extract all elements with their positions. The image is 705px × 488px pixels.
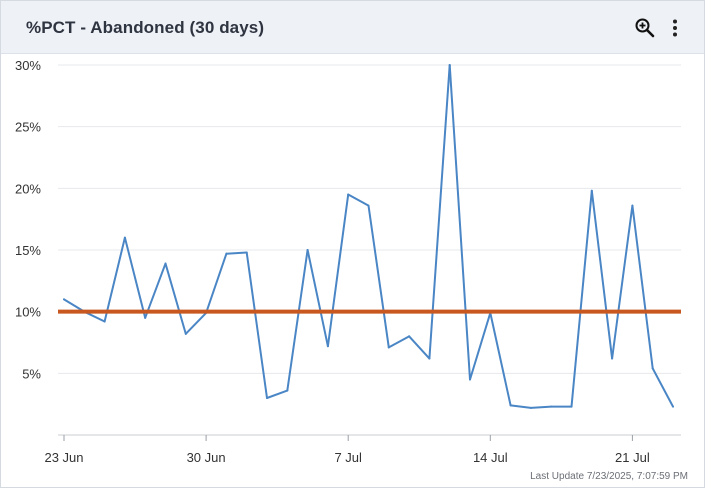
- x-tick-label: 23 Jun: [44, 450, 83, 465]
- series-line-segment: [205, 252, 228, 314]
- last-update-label: Last Update 7/23/2025, 7:07:59 PM: [530, 471, 688, 482]
- series-line-segment: [367, 204, 390, 349]
- series-line-segment: [103, 236, 126, 323]
- series-line-segment: [144, 262, 167, 319]
- data-point: [570, 405, 573, 408]
- widget-title: %PCT - Abandoned (30 days): [26, 18, 265, 37]
- x-tick-label: 30 Jun: [187, 450, 226, 465]
- series-line-segment: [469, 311, 492, 381]
- data-point: [387, 346, 390, 349]
- data-point: [448, 64, 451, 66]
- data-point: [327, 345, 329, 348]
- data-point: [428, 357, 431, 360]
- data-point: [651, 367, 654, 370]
- y-tick-label: 25%: [15, 120, 41, 135]
- series-line-segment: [428, 64, 451, 360]
- series-line-segment: [651, 367, 674, 408]
- series-line-segment: [489, 311, 512, 407]
- data-point: [672, 405, 674, 408]
- data-point: [124, 236, 126, 239]
- y-tick-label: 10%: [15, 305, 41, 320]
- more-vertical-icon[interactable]: [663, 16, 687, 40]
- x-tick-label: 21 Jul: [615, 450, 650, 465]
- y-tick-label: 20%: [15, 181, 41, 196]
- series-line-segment: [164, 262, 187, 335]
- series-line-segment: [509, 404, 532, 409]
- data-point: [631, 204, 634, 207]
- zoom-in-icon[interactable]: [633, 16, 657, 40]
- y-tick-label: 5%: [22, 366, 41, 381]
- series-line-segment: [326, 193, 350, 348]
- data-point: [611, 357, 613, 360]
- series-line-segment: [387, 335, 411, 349]
- y-tick-label: 15%: [15, 243, 41, 258]
- data-point: [530, 406, 532, 409]
- data-point: [286, 389, 289, 392]
- series-line-segment: [245, 251, 268, 399]
- series-line-segment: [184, 311, 208, 335]
- data-point: [63, 298, 65, 301]
- widget-header: %PCT - Abandoned (30 days): [1, 1, 704, 54]
- data-point: [367, 204, 370, 207]
- series-line-segment: [611, 204, 634, 360]
- data-point: [225, 252, 228, 255]
- series-line-segment: [590, 189, 614, 360]
- series-line-segment: [225, 251, 248, 255]
- data-point: [103, 320, 106, 323]
- data-point: [408, 335, 410, 338]
- series-line-segment: [570, 189, 593, 408]
- series-line-segment: [266, 389, 289, 399]
- data-point: [266, 397, 268, 399]
- data-point: [184, 332, 187, 335]
- series-line-segment: [123, 236, 147, 319]
- series-line-segment: [408, 335, 431, 360]
- data-point: [144, 316, 147, 319]
- data-point: [469, 378, 471, 381]
- y-tick-label: 30%: [15, 58, 41, 73]
- data-point: [245, 251, 248, 254]
- data-point: [347, 193, 350, 196]
- data-point: [306, 249, 309, 251]
- series-line-segment: [448, 64, 471, 381]
- series-line-segment: [63, 298, 86, 313]
- series-line-segment: [631, 204, 654, 370]
- data-point: [590, 189, 593, 192]
- series-line-segment: [529, 405, 553, 409]
- series-line-segment: [306, 249, 329, 348]
- data-point: [164, 262, 167, 265]
- data-point: [550, 405, 553, 408]
- x-tick-label: 14 Jul: [473, 450, 508, 465]
- series-line-segment: [347, 193, 370, 207]
- x-tick-label: 7 Jul: [334, 450, 362, 465]
- data-point: [509, 404, 512, 407]
- series-line-segment: [286, 249, 309, 392]
